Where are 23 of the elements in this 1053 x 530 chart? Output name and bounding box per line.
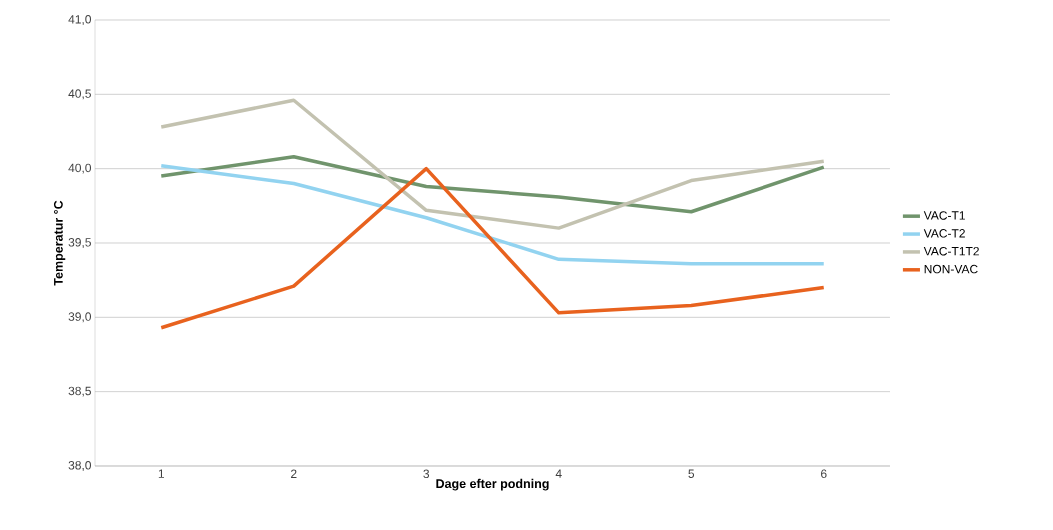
x-tick-label: 1 [158, 469, 165, 478]
y-tick-label: 38,5 [68, 386, 91, 397]
line-series [159, 155, 826, 214]
legend-label: VAC-T2 [923, 229, 965, 238]
y-tick-label: 40,0 [68, 163, 92, 174]
line-series [159, 166, 826, 330]
y-tick-label: 40,5 [68, 89, 91, 100]
y-tick-label: 38,0 [68, 461, 92, 471]
x-tick-label: 2 [291, 469, 297, 478]
x-tick-label: 3 [423, 469, 430, 479]
legend-label: NON-VAC [924, 264, 978, 274]
y-tick-label: 39,0 [68, 312, 92, 323]
x-tick-label: 6 [821, 469, 827, 479]
line-series [159, 98, 826, 230]
x-tick-label: 4 [555, 469, 562, 478]
legend-label: VAC-T1 [923, 211, 965, 220]
line-series [159, 163, 826, 266]
x-tick-label: 5 [688, 469, 695, 478]
legend-label: VAC-T1T2 [923, 246, 979, 256]
x-axis-title: Dage efter podning [436, 478, 549, 491]
y-tick-label: 39,5 [68, 238, 91, 248]
y-tick-label: 41,0 [68, 15, 92, 25]
y-axis-title: Temperatur °C [53, 200, 66, 286]
